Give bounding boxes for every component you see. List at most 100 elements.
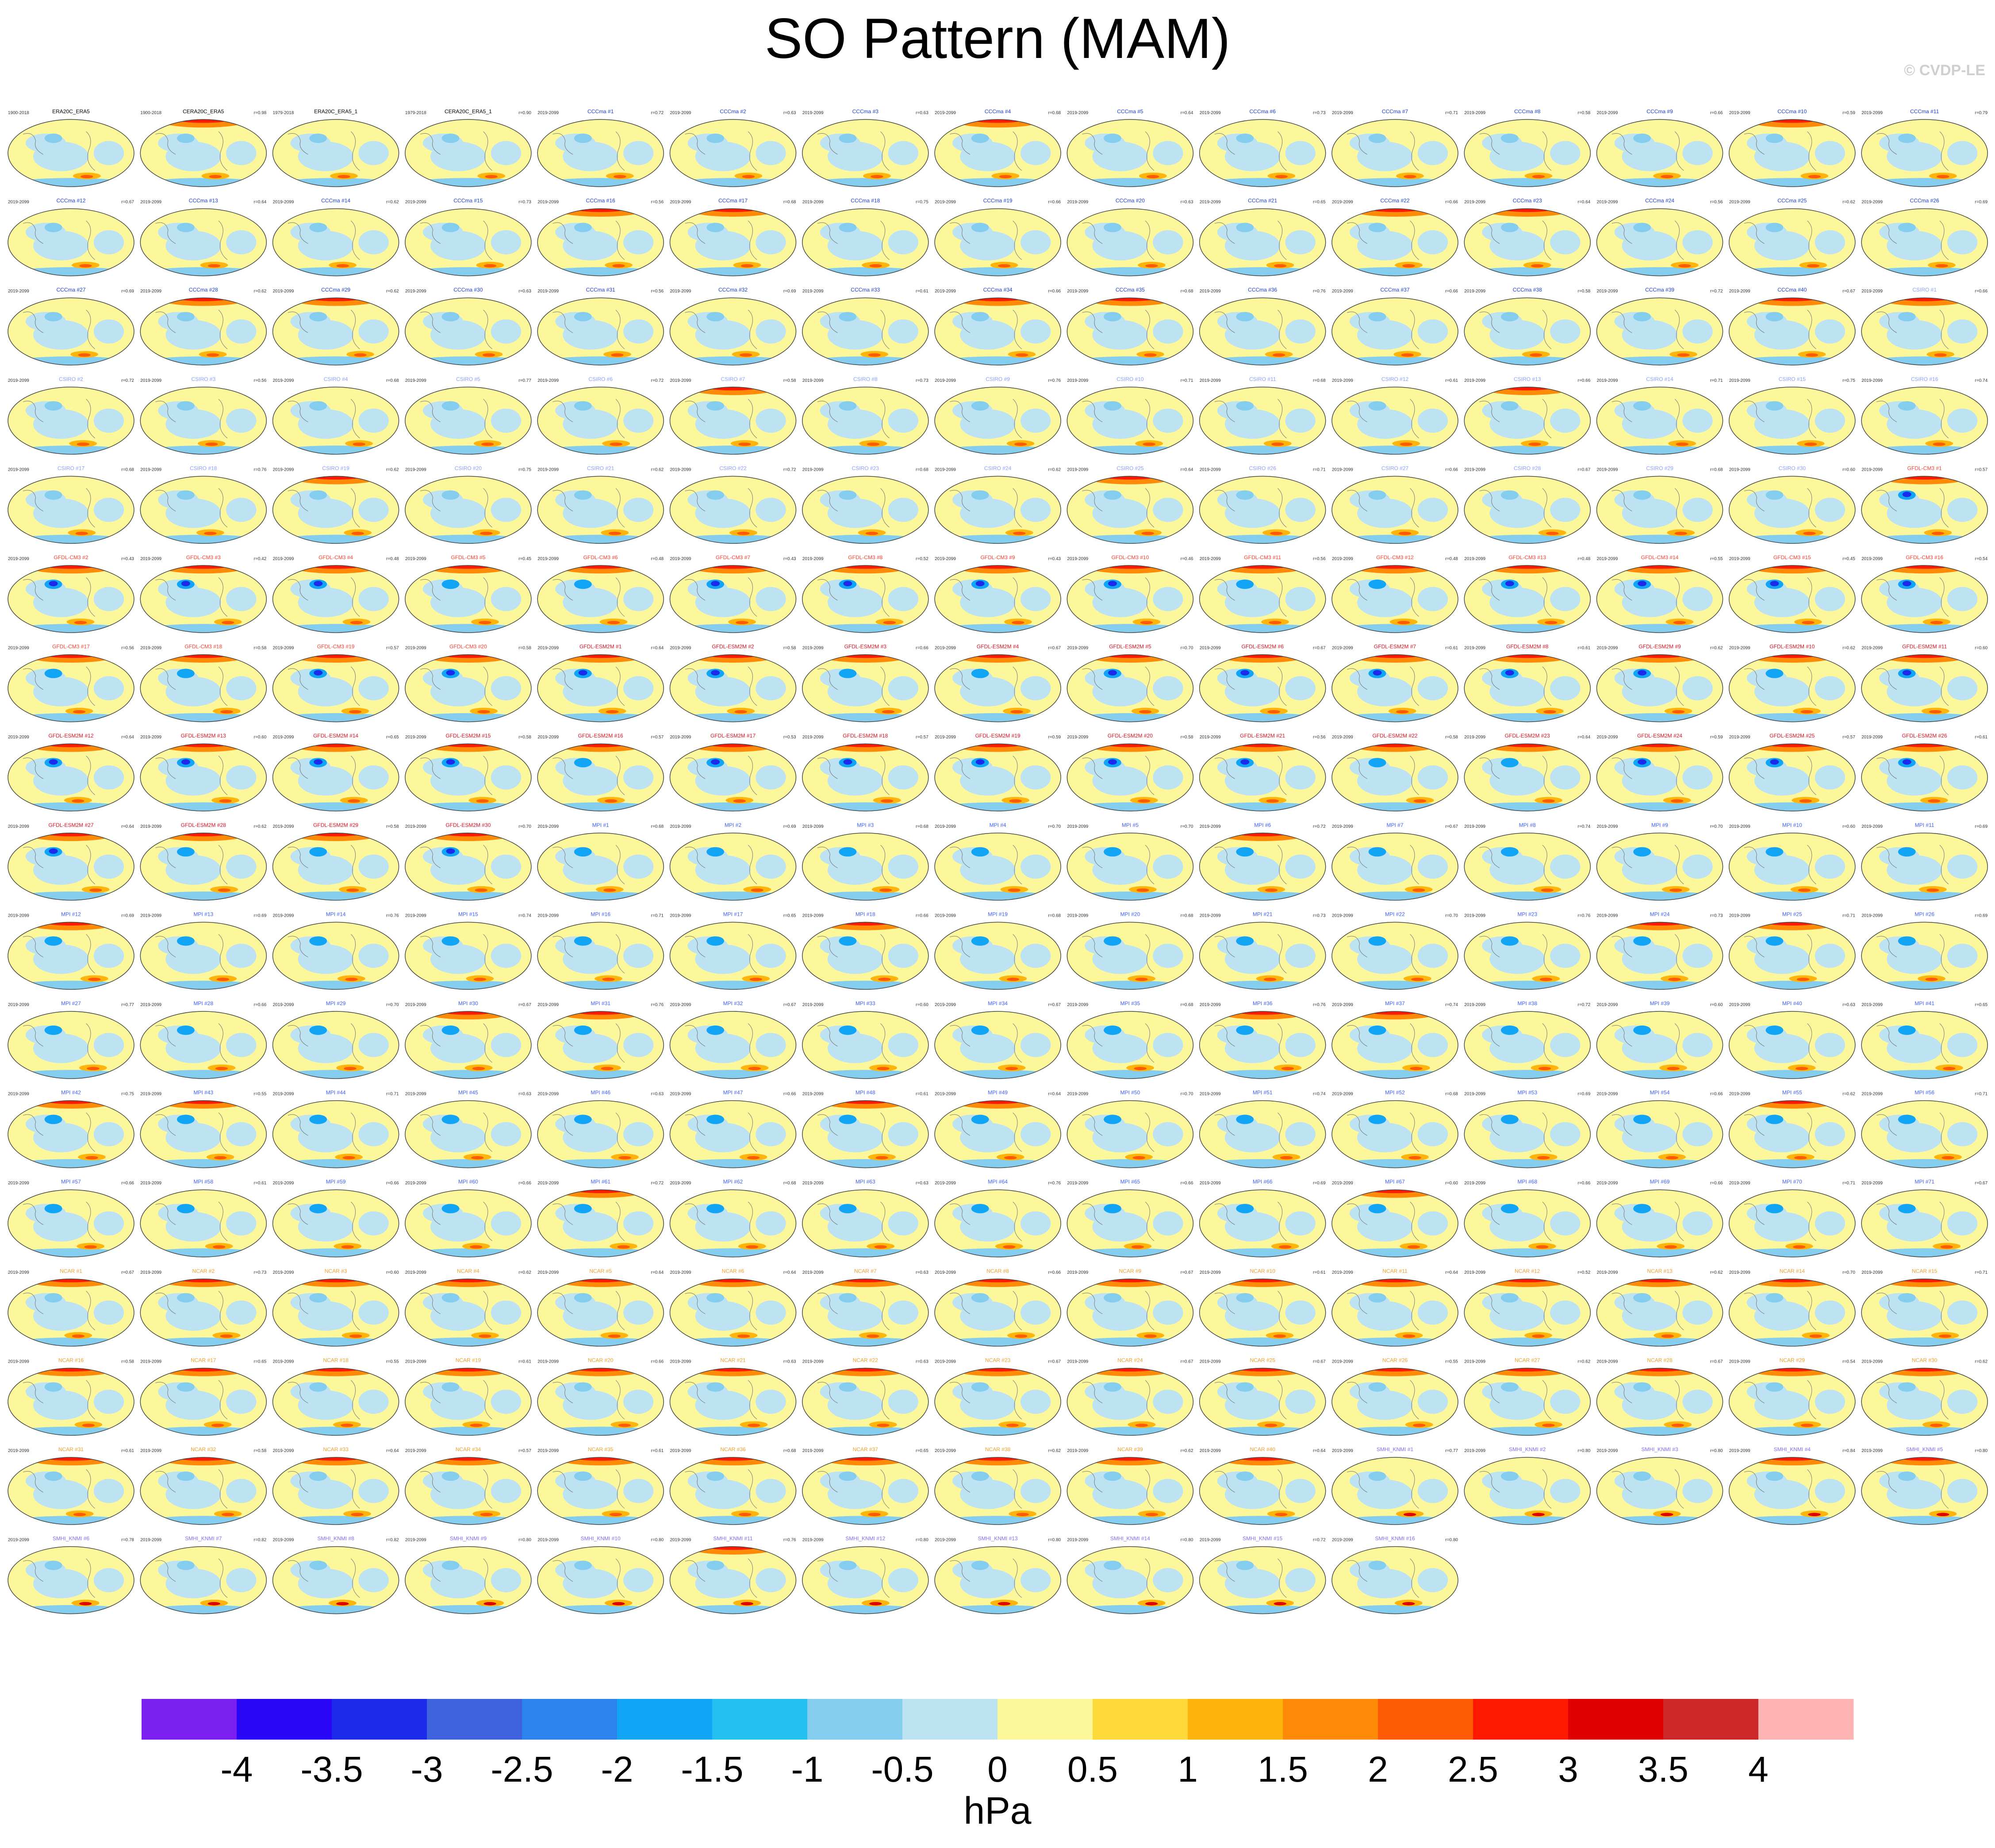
panel-mpi-44: 2019-2099 MPI #44 r=0.71 xyxy=(272,1090,399,1168)
panel-correlation: r=0.76 xyxy=(1313,289,1326,294)
panel-map xyxy=(1861,1190,1988,1257)
panel-map xyxy=(1729,476,1855,544)
panel-title: GFDL-ESM2M #7 xyxy=(1374,644,1416,650)
panel-map xyxy=(935,476,1061,544)
panel-period: 2019-2099 xyxy=(1200,1448,1221,1453)
panel-period: 2019-2099 xyxy=(1729,913,1750,918)
panel-border xyxy=(140,1189,267,1257)
panel-map xyxy=(1332,654,1458,722)
panel-border xyxy=(1067,1011,1194,1079)
panel-period: 2019-2099 xyxy=(1861,1092,1883,1097)
panel-title: MPI #45 xyxy=(458,1090,478,1096)
panel-period: 2019-2099 xyxy=(1332,1270,1353,1275)
panel-border xyxy=(1596,476,1723,544)
panel-map xyxy=(405,922,531,990)
panel-map xyxy=(1464,922,1591,990)
panel-map xyxy=(1596,744,1723,811)
panel-csiro-20: 2019-2099 CSIRO #20 r=0.75 xyxy=(405,465,532,544)
panel-gfdl-esm2m-25: 2019-2099 GFDL-ESM2M #25 r=0.57 xyxy=(1729,733,1856,811)
panel-gfdl-esm2m-15: 2019-2099 GFDL-ESM2M #15 r=0.58 xyxy=(405,733,532,811)
panel-border xyxy=(1199,1457,1326,1525)
panel-period: 2019-2099 xyxy=(1597,1270,1618,1275)
panel-period: 2019-2099 xyxy=(1861,289,1883,294)
panel-cera20c-era5-1: 1979-2018 CERA20C_ERA5_1 r=0.90 xyxy=(405,108,532,187)
panel-period: 2019-2099 xyxy=(273,1538,294,1543)
panel-border xyxy=(669,833,797,901)
panel-border xyxy=(1464,387,1591,455)
panel-title: CCCma #6 xyxy=(1250,108,1276,115)
panel-gfdl-esm2m-13: 2019-2099 GFDL-ESM2M #13 r=0.60 xyxy=(140,733,267,811)
panel-gfdl-esm2m-28: 2019-2099 GFDL-ESM2M #28 r=0.62 xyxy=(140,822,267,901)
panel-title: NCAR #37 xyxy=(853,1446,879,1452)
panel-correlation: r=0.63 xyxy=(518,1092,531,1097)
panel-map xyxy=(272,298,399,365)
panel-gfdl-cm3-14: 2019-2099 GFDL-CM3 #14 r=0.55 xyxy=(1596,554,1723,633)
panel-title: MPI #16 xyxy=(591,911,610,917)
panel-period: 2019-2099 xyxy=(670,111,691,115)
panel-ncar-2: 2019-2099 NCAR #2 r=0.73 xyxy=(140,1268,267,1347)
panel-title: CSIRO #18 xyxy=(190,465,217,471)
panel-correlation: r=0.43 xyxy=(783,557,796,561)
panel-title: NCAR #4 xyxy=(457,1268,480,1274)
panel-map xyxy=(1861,922,1988,990)
panel-correlation: r=0.66 xyxy=(1445,289,1458,294)
panel-period: 2019-2099 xyxy=(802,557,824,561)
panel-border xyxy=(802,297,929,365)
panel-border xyxy=(537,1100,664,1168)
panel-border xyxy=(272,1279,399,1347)
panel-correlation: r=0.71 xyxy=(1710,378,1723,383)
panel-border xyxy=(802,922,929,990)
panel-border xyxy=(1331,654,1458,722)
panel-map xyxy=(1332,744,1458,811)
panel-border xyxy=(1729,208,1856,277)
panel-border xyxy=(140,1011,267,1079)
panel-title: GFDL-CM3 #10 xyxy=(1112,554,1149,561)
panel-border xyxy=(1861,1100,1988,1168)
panel-border xyxy=(1464,743,1591,811)
panel-border xyxy=(140,1457,267,1525)
panel-border xyxy=(8,1011,134,1079)
panel-era20c-era5-1: 1979-2018 ERA20C_ERA5_1 xyxy=(272,108,399,187)
panel-period: 2019-2099 xyxy=(1729,111,1750,115)
panel-map xyxy=(1199,476,1326,544)
panel-border xyxy=(8,1368,134,1436)
panel-map xyxy=(1861,119,1988,187)
panel-border xyxy=(1067,1189,1194,1257)
panel-ncar-8: 2019-2099 NCAR #8 r=0.66 xyxy=(934,1268,1061,1347)
panel-map xyxy=(1199,744,1326,811)
panel-correlation: r=0.76 xyxy=(1048,1181,1061,1186)
panel-period: 2019-2099 xyxy=(1597,1092,1618,1097)
panel-period: 2019-2099 xyxy=(140,735,161,740)
panel-map xyxy=(537,476,664,544)
panel-gfdl-esm2m-12: 2019-2099 GFDL-ESM2M #12 r=0.64 xyxy=(8,733,134,811)
panel-map xyxy=(8,833,134,900)
panel-title: SMHI_KNMI #1 xyxy=(1377,1446,1414,1452)
panel-period: 2019-2099 xyxy=(8,289,29,294)
panel-border xyxy=(140,297,267,365)
panel-correlation: r=0.57 xyxy=(916,735,928,740)
panel-gfdl-esm2m-11: 2019-2099 GFDL-ESM2M #11 r=0.60 xyxy=(1861,644,1988,722)
panel-period: 2019-2099 xyxy=(670,913,691,918)
panel-title: GFDL-CM3 #11 xyxy=(1244,554,1281,561)
panel-correlation: r=0.65 xyxy=(916,1448,928,1453)
panel-period: 2019-2099 xyxy=(537,1538,559,1543)
panel-border xyxy=(1331,833,1458,901)
panel-border xyxy=(1331,1279,1458,1347)
panel-period: 2019-2099 xyxy=(1067,646,1088,651)
colorbar-tick-label: -2.5 xyxy=(491,1749,553,1790)
panel-title: NCAR #21 xyxy=(720,1357,746,1363)
panel-correlation: r=0.59 xyxy=(1048,735,1061,740)
panel-border xyxy=(140,1100,267,1168)
panel-smhi-knmi-4: 2019-2099 SMHI_KNMI #4 r=0.84 xyxy=(1729,1446,1856,1525)
panel-ncar-15: 2019-2099 NCAR #15 r=0.71 xyxy=(1861,1268,1988,1347)
panel-border xyxy=(1331,297,1458,365)
panel-title: CCCma #19 xyxy=(983,198,1013,204)
panel-title: NCAR #32 xyxy=(191,1446,216,1452)
panel-title: MPI #69 xyxy=(1650,1179,1670,1185)
panel-map xyxy=(537,387,664,454)
panel-map xyxy=(1596,387,1723,454)
panel-border xyxy=(1729,1189,1856,1257)
panel-map xyxy=(670,119,796,187)
panel-title: GFDL-ESM2M #25 xyxy=(1769,733,1815,739)
panel-correlation: r=0.74 xyxy=(1975,378,1988,383)
